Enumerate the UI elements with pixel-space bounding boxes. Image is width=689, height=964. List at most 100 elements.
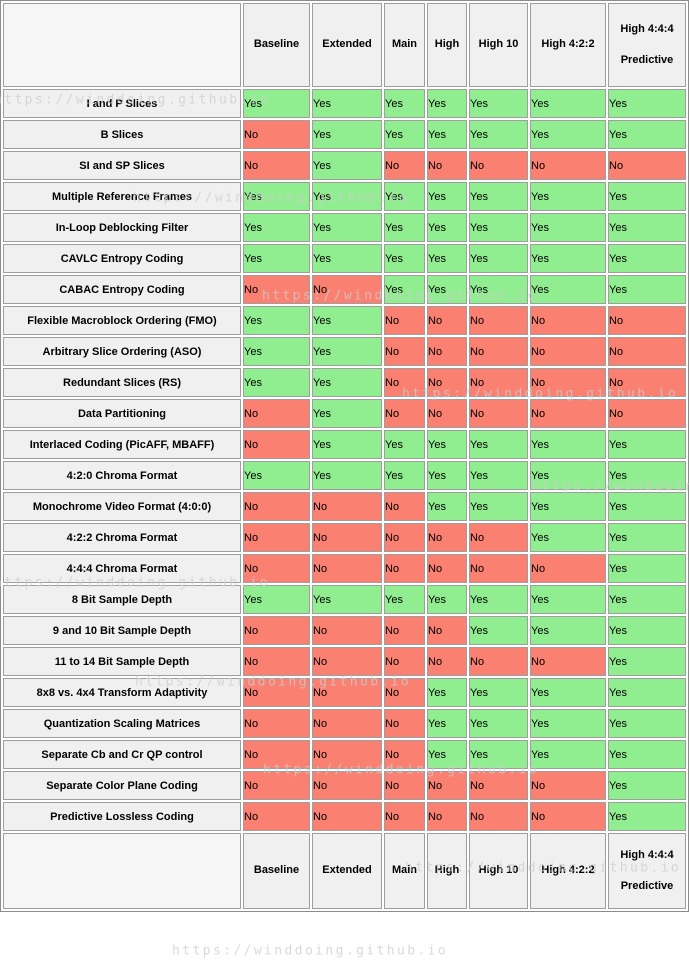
value-cell: Yes xyxy=(530,616,606,645)
value-cell: Yes xyxy=(312,430,382,459)
value-cell: No xyxy=(608,306,686,335)
value-cell: Yes xyxy=(384,585,425,614)
column-header-label: Extended xyxy=(322,864,372,877)
value-cell: No xyxy=(469,554,528,583)
value-cell: No xyxy=(530,306,606,335)
value-cell: Yes xyxy=(243,244,310,273)
value-cell: Yes xyxy=(530,213,606,242)
value-cell: Yes xyxy=(312,89,382,118)
value-cell: No xyxy=(384,647,425,676)
value-cell: Yes xyxy=(427,678,467,707)
feature-cell: 8 Bit Sample Depth xyxy=(3,585,241,614)
feature-cell: Flexible Macroblock Ordering (FMO) xyxy=(3,306,241,335)
value-cell: No xyxy=(530,151,606,180)
value-cell: No xyxy=(384,554,425,583)
column-header-high-4-4-4: High 4:4:4 Predictive xyxy=(608,3,686,87)
value-cell: No xyxy=(427,306,467,335)
value-cell: Yes xyxy=(530,585,606,614)
value-cell: No xyxy=(384,337,425,366)
feature-cell: 4:2:2 Chroma Format xyxy=(3,523,241,552)
column-header-high-4-2-2: High 4:2:2 xyxy=(530,3,606,87)
column-header-label: Extended xyxy=(322,38,372,51)
value-cell: No xyxy=(427,523,467,552)
value-cell: Yes xyxy=(608,678,686,707)
value-cell: Yes xyxy=(427,244,467,273)
table-row-multiple-reference-frames: Multiple Reference Frames Yes Yes Yes Yes Yes… xyxy=(3,182,686,211)
value-cell: Yes xyxy=(469,492,528,521)
column-header-label: High 4:2:2 xyxy=(541,38,595,51)
value-cell: Yes xyxy=(608,244,686,273)
value-cell: Yes xyxy=(608,461,686,490)
table-row-redundant-slices-rs: Redundant Slices (RS) Yes Yes No No No No No xyxy=(3,368,686,397)
column-header-label: High xyxy=(434,38,460,51)
value-cell: No xyxy=(384,399,425,428)
corner-cell-bottom xyxy=(3,833,241,909)
feature-cell: 9 and 10 Bit Sample Depth xyxy=(3,616,241,645)
table-row-data-partitioning: Data Partitioning No Yes No No No No No xyxy=(3,399,686,428)
value-cell: Yes xyxy=(384,244,425,273)
feature-cell: CAVLC Entropy Coding xyxy=(3,244,241,273)
value-cell: Yes xyxy=(427,120,467,149)
feature-cell: Multiple Reference Frames xyxy=(3,182,241,211)
feature-cell: Arbitrary Slice Ordering (ASO) xyxy=(3,337,241,366)
value-cell: No xyxy=(384,523,425,552)
feature-cell: Data Partitioning xyxy=(3,399,241,428)
value-cell: Yes xyxy=(469,275,528,304)
value-cell: No xyxy=(384,616,425,645)
value-cell: No xyxy=(243,275,310,304)
feature-cell: Interlaced Coding (PicAFF, MBAFF) xyxy=(3,430,241,459)
feature-cell: 4:4:4 Chroma Format xyxy=(3,554,241,583)
column-header-extended: Extended xyxy=(312,3,382,87)
value-cell: Yes xyxy=(608,275,686,304)
value-cell: Yes xyxy=(530,182,606,211)
value-cell: No xyxy=(312,647,382,676)
value-cell: No xyxy=(312,492,382,521)
value-cell: Yes xyxy=(469,709,528,738)
value-cell: No xyxy=(384,678,425,707)
value-cell: No xyxy=(243,399,310,428)
value-cell: No xyxy=(608,368,686,397)
value-cell: No xyxy=(243,523,310,552)
value-cell: No xyxy=(312,709,382,738)
value-cell: Yes xyxy=(312,120,382,149)
value-cell: Yes xyxy=(530,275,606,304)
column-header-label: High 10 xyxy=(478,38,519,51)
table-row-8x8-vs-4x4-transform-adaptivity: 8x8 vs. 4x4 Transform Adaptivity No No No Ye… xyxy=(3,678,686,707)
feature-cell: Separate Cb and Cr QP control xyxy=(3,740,241,769)
value-cell: Yes xyxy=(608,213,686,242)
table-row-11-to-14-bit-sample-depth: 11 to 14 Bit Sample Depth No No No No No No Yes xyxy=(3,647,686,676)
column-header-high: High xyxy=(427,3,467,87)
feature-cell: CABAC Entropy Coding xyxy=(3,275,241,304)
value-cell: Yes xyxy=(530,89,606,118)
value-cell: Yes xyxy=(608,430,686,459)
column-header-label: High xyxy=(434,864,460,877)
table-row-in-loop-deblocking-filter: In-Loop Deblocking Filter Yes Yes Yes Yes Yes… xyxy=(3,213,686,242)
value-cell: No xyxy=(243,740,310,769)
value-cell: No xyxy=(427,771,467,800)
value-cell: Yes xyxy=(469,430,528,459)
value-cell: No xyxy=(312,616,382,645)
table-row-i-and-p-slices: I and P Slices Yes Yes Yes Yes Yes Yes Yes xyxy=(3,89,686,118)
column-header-label: Main xyxy=(391,864,418,877)
column-header-baseline: Baseline xyxy=(243,833,310,909)
value-cell: No xyxy=(469,802,528,831)
table-row-interlaced-coding-picaff-mbaff: Interlaced Coding (PicAFF, MBAFF) No Yes Ye… xyxy=(3,430,686,459)
value-cell: Yes xyxy=(427,430,467,459)
value-cell: Yes xyxy=(427,213,467,242)
value-cell: No xyxy=(427,368,467,397)
table-row-b-slices: B Slices No Yes Yes Yes Yes Yes Yes xyxy=(3,120,686,149)
feature-cell: Predictive Lossless Coding xyxy=(3,802,241,831)
value-cell: No xyxy=(243,709,310,738)
value-cell: No xyxy=(469,306,528,335)
feature-cell: 11 to 14 Bit Sample Depth xyxy=(3,647,241,676)
value-cell: No xyxy=(469,771,528,800)
value-cell: No xyxy=(243,647,310,676)
value-cell: Yes xyxy=(427,492,467,521)
value-cell: Yes xyxy=(469,120,528,149)
value-cell: No xyxy=(312,802,382,831)
value-cell: No xyxy=(384,709,425,738)
table-row-quantization-scaling-matrices: Quantization Scaling Matrices No No No Yes Ye… xyxy=(3,709,686,738)
value-cell: Yes xyxy=(384,182,425,211)
table-footer: Baseline Extended Main High High 10 High 4:2:… xyxy=(3,833,686,909)
value-cell: Yes xyxy=(427,275,467,304)
